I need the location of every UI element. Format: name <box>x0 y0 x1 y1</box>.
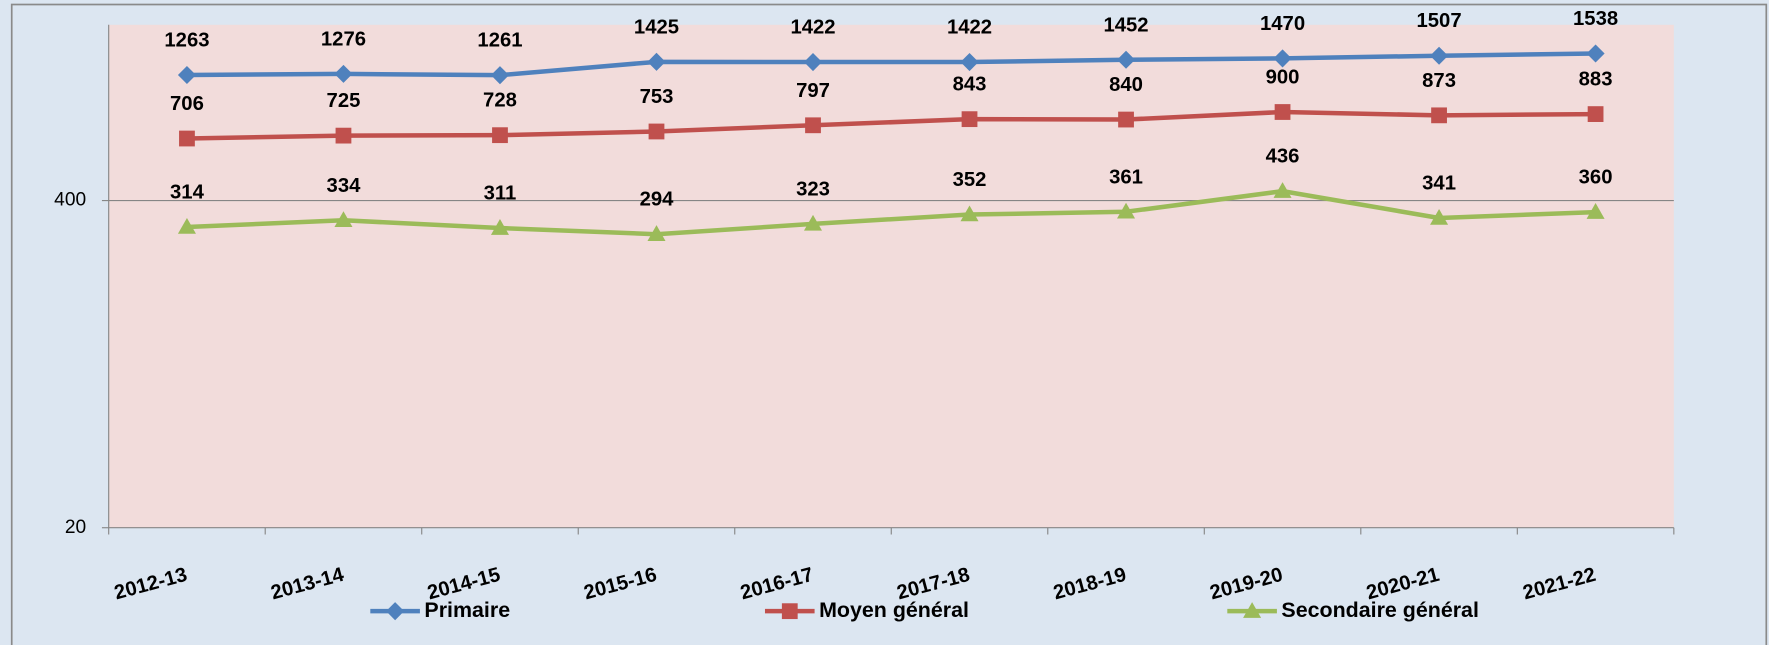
marker <box>803 53 823 72</box>
marker <box>386 602 405 621</box>
marker <box>1586 44 1605 63</box>
marker <box>492 127 508 144</box>
marker <box>490 66 510 85</box>
data-label: 1422 <box>790 17 835 39</box>
marker <box>334 64 353 83</box>
data-label: 725 <box>327 90 361 112</box>
marker <box>177 217 196 234</box>
series-line <box>186 188 1596 237</box>
marker <box>335 127 352 144</box>
marker <box>1273 182 1292 198</box>
marker <box>1243 602 1262 618</box>
data-label: 1538 <box>1573 8 1618 30</box>
data-label: 361 <box>1109 166 1143 188</box>
data-label: 873 <box>1422 70 1456 92</box>
data-label: 840 <box>1109 74 1143 96</box>
y-tick-label: 400 <box>54 190 86 211</box>
marker <box>1586 203 1605 219</box>
y-tick-label: 20 <box>65 517 86 538</box>
marker <box>648 123 665 140</box>
data-label: 436 <box>1266 146 1300 168</box>
marker <box>1430 46 1449 65</box>
data-label: 797 <box>796 80 830 102</box>
marker <box>490 219 510 235</box>
data-label: 1276 <box>321 28 366 50</box>
data-label: 311 <box>484 183 517 205</box>
data-label: 294 <box>640 189 675 211</box>
data-label: 1452 <box>1103 14 1148 36</box>
data-label: 843 <box>953 74 987 96</box>
marker <box>647 225 666 241</box>
data-label: 314 <box>170 182 205 204</box>
marker <box>803 214 823 231</box>
series-line <box>186 109 1596 141</box>
data-label: 900 <box>1266 67 1300 89</box>
marker <box>647 52 666 71</box>
data-label: 352 <box>953 169 987 191</box>
data-label: 728 <box>483 90 517 112</box>
legend-label: Secondaire général <box>1281 598 1478 622</box>
data-label: 883 <box>1579 69 1613 91</box>
marker <box>960 53 979 72</box>
data-label: 1425 <box>634 16 679 38</box>
data-label: 360 <box>1579 167 1613 189</box>
marker <box>1430 208 1449 225</box>
legend-label: Primaire <box>424 598 510 622</box>
marker <box>1117 202 1136 219</box>
data-label: 323 <box>796 178 830 200</box>
marker <box>1587 106 1604 122</box>
marker <box>1117 50 1136 69</box>
marker <box>179 130 195 147</box>
marker <box>781 603 798 620</box>
marker <box>961 111 978 128</box>
plot-area <box>108 24 1674 528</box>
series-line <box>186 51 1596 78</box>
data-label: 341 <box>1422 173 1456 195</box>
marker <box>1274 104 1291 120</box>
data-label: 1422 <box>947 17 992 39</box>
marker <box>960 205 979 222</box>
legend-label: Moyen général <box>819 598 969 622</box>
data-label: 1263 <box>164 30 209 52</box>
marker <box>1118 111 1134 128</box>
data-label: 334 <box>327 175 362 197</box>
data-label: 706 <box>170 93 204 115</box>
marker <box>805 117 821 134</box>
marker <box>1431 107 1447 124</box>
data-label: 1507 <box>1417 10 1462 32</box>
data-label: 753 <box>640 86 674 108</box>
data-label: 1470 <box>1260 13 1305 35</box>
data-label: 1261 <box>477 30 522 52</box>
marker <box>1273 49 1292 68</box>
marker <box>334 211 353 228</box>
